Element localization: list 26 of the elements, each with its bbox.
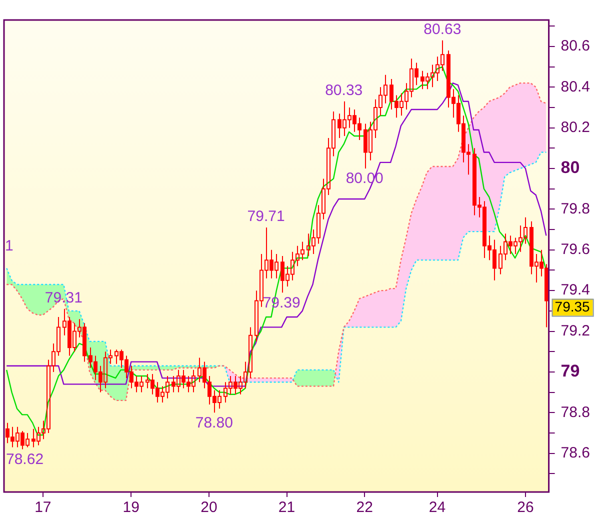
annotation: 1 xyxy=(5,238,14,255)
y-tick-label: 79 xyxy=(560,362,580,381)
x-tick-label: 17 xyxy=(34,499,52,516)
annotation: 80.63 xyxy=(424,20,462,38)
x-tick-label: 24 xyxy=(428,499,446,516)
y-tick-label: 80.2 xyxy=(560,118,590,136)
annotation: 78.80 xyxy=(195,414,233,432)
y-tick-label: 78.6 xyxy=(560,444,590,462)
y-tick-label: 79.4 xyxy=(560,282,590,299)
annotation: 79.71 xyxy=(247,208,285,226)
x-tick-label: 20 xyxy=(200,499,218,516)
y-tick-label: 79.6 xyxy=(560,241,590,258)
annotation: 80.33 xyxy=(325,82,363,100)
y-tick-label: 79.2 xyxy=(560,322,590,340)
y-tick-label: 80.6 xyxy=(560,38,590,55)
y-tick-label: 78.8 xyxy=(560,404,590,421)
y-tick-label: 79.8 xyxy=(560,200,590,218)
text: 79.35 xyxy=(554,298,590,315)
x-tick-label: 19 xyxy=(122,499,140,516)
x-tick-label: 22 xyxy=(356,499,373,516)
x-tick-label: 21 xyxy=(278,499,296,516)
annotation: 79.31 xyxy=(44,290,82,307)
y-tick-label: 80.4 xyxy=(560,78,590,96)
annotation: 78.62 xyxy=(6,450,44,468)
x-tick-label: 26 xyxy=(517,499,534,516)
y-tick-label: 80 xyxy=(560,158,580,178)
